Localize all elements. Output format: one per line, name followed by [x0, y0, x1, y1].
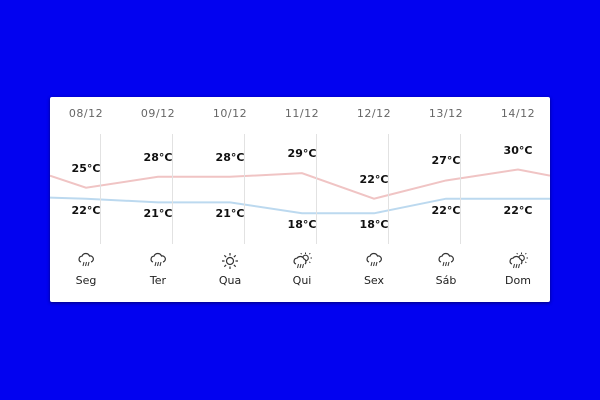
date-label: 14/12 — [500, 107, 536, 120]
low-temp-label: 18°C — [287, 218, 317, 232]
low-temp-label: 22°C — [503, 203, 533, 217]
date-label: 11/12 — [284, 107, 320, 120]
sun-rain-cloud-icon — [293, 252, 312, 269]
day-column: 12/12 22°C 18°C Sex — [338, 97, 410, 302]
day-column: 13/12 27°C 22°C Sáb — [410, 97, 482, 302]
high-temp-label: 29°C — [287, 147, 317, 161]
column-divider — [172, 134, 173, 244]
day-column: 10/12 28°C 21°C Qua — [194, 97, 266, 302]
weekday-label: Qui — [292, 274, 312, 287]
weekday-label: Sáb — [435, 274, 457, 287]
low-temp-label: 22°C — [431, 203, 461, 217]
low-temp-label: 22°C — [71, 203, 101, 217]
date-label: 13/12 — [428, 107, 464, 120]
date-label: 12/12 — [356, 107, 392, 120]
day-column: 08/12 25°C 22°C Seg — [50, 97, 122, 302]
low-temp-line — [50, 196, 550, 215]
day-column: 09/12 28°C 21°C Ter — [122, 97, 194, 302]
column-divider — [460, 134, 461, 244]
high-temp-label: 28°C — [143, 150, 173, 164]
day-column: 11/12 29°C 18°C Qui — [266, 97, 338, 302]
sun-rain-cloud-icon — [509, 252, 528, 269]
high-temp-label: 25°C — [71, 161, 101, 175]
high-temp-label: 30°C — [503, 143, 533, 157]
high-temp-label: 27°C — [431, 154, 461, 168]
temperature-lines — [50, 168, 550, 215]
low-temp-label: 21°C — [143, 207, 173, 221]
weekday-label: Dom — [505, 274, 531, 287]
high-temp-label: 28°C — [215, 150, 245, 164]
weekday-label: Sex — [363, 274, 385, 287]
sun-icon — [222, 253, 238, 269]
date-label: 09/12 — [140, 107, 176, 120]
weekday-label: Seg — [75, 274, 97, 287]
weekday-label: Ter — [149, 274, 167, 287]
weather-forecast-card: 08/12 25°C 22°C Seg 09/12 28°C 21°C Ter 10/12 28°… — [50, 97, 550, 302]
date-label: 10/12 — [212, 107, 248, 120]
rain-cloud-icon — [366, 252, 382, 267]
date-label: 08/12 — [68, 107, 104, 120]
column-divider — [316, 134, 317, 244]
low-temp-label: 18°C — [359, 218, 389, 232]
rain-cloud-icon — [78, 252, 94, 267]
rain-cloud-icon — [150, 252, 166, 267]
high-temp-label: 22°C — [359, 172, 389, 186]
rain-cloud-icon — [438, 252, 454, 267]
column-divider — [100, 134, 101, 244]
column-divider — [244, 134, 245, 244]
low-temp-label: 21°C — [215, 207, 245, 221]
high-temp-line — [50, 168, 550, 200]
weekday-label: Qua — [218, 274, 242, 287]
day-column: 14/12 30°C 22°C Dom — [482, 97, 550, 302]
column-divider — [388, 134, 389, 244]
